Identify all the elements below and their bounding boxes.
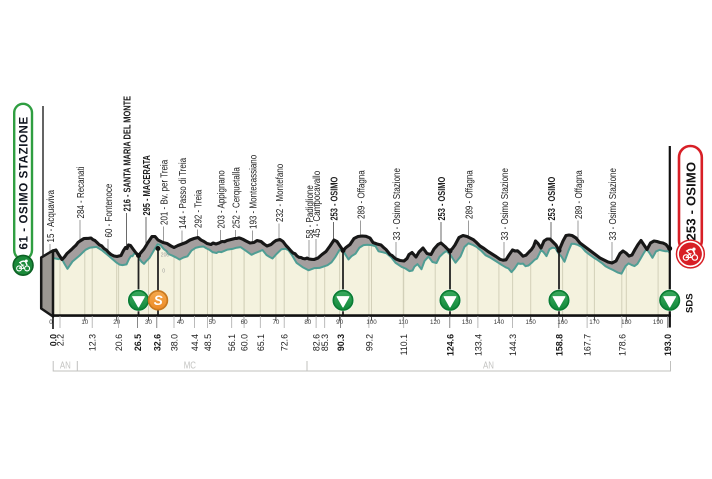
svg-text:133.4: 133.4	[473, 334, 483, 356]
svg-text:216 - SANTA MARIA DEL MONTE: 216 - SANTA MARIA DEL MONTE	[121, 96, 132, 212]
svg-text:58 - Padiglione: 58 - Padiglione	[304, 185, 315, 238]
svg-text:253 - OSIMO: 253 - OSIMO	[684, 162, 699, 241]
svg-text:289 - Offagna: 289 - Offagna	[355, 169, 366, 219]
svg-text:MC: MC	[184, 359, 196, 370]
svg-text:33 - Osimo Stazione: 33 - Osimo Stazione	[391, 168, 402, 240]
svg-text:201 - Bv. per Treia: 201 - Bv. per Treia	[158, 159, 169, 225]
svg-text:170: 170	[589, 319, 600, 326]
svg-text:26.5: 26.5	[133, 334, 143, 351]
svg-text:38.0: 38.0	[170, 334, 180, 351]
svg-text:203 - Appignano: 203 - Appignano	[215, 170, 226, 228]
svg-text:292 - Treia: 292 - Treia	[192, 189, 203, 228]
svg-text:20.6: 20.6	[114, 334, 124, 351]
svg-text:AN: AN	[483, 359, 494, 370]
svg-text:100: 100	[366, 319, 377, 326]
svg-text:232 - Montefano: 232 - Montefano	[274, 164, 285, 222]
svg-text:45 - Campocavallo: 45 - Campocavallo	[311, 171, 322, 238]
svg-text:72.6: 72.6	[280, 334, 290, 351]
svg-text:99.2: 99.2	[364, 334, 374, 351]
svg-text:124.6: 124.6	[445, 334, 455, 356]
svg-text:60.0: 60.0	[240, 334, 250, 351]
svg-text:253 - OSIMO: 253 - OSIMO	[436, 177, 447, 221]
svg-text:90: 90	[336, 319, 343, 326]
svg-text:253 - OSIMO: 253 - OSIMO	[328, 177, 339, 221]
svg-text:56.1: 56.1	[227, 334, 237, 351]
svg-text:178.6: 178.6	[617, 334, 627, 356]
svg-text:10: 10	[81, 319, 88, 326]
svg-text:144.3: 144.3	[508, 334, 518, 356]
svg-text:150: 150	[526, 319, 537, 326]
svg-text:295 - MACERATA: 295 - MACERATA	[141, 155, 152, 216]
svg-text:50: 50	[209, 319, 216, 326]
svg-text:193.0: 193.0	[663, 334, 673, 356]
svg-text:32.6: 32.6	[152, 334, 162, 351]
svg-text:0.0: 0.0	[49, 334, 59, 346]
svg-text:110.1: 110.1	[399, 334, 409, 355]
svg-text:80: 80	[304, 319, 311, 326]
svg-text:120: 120	[430, 319, 441, 326]
svg-text:SDS: SDS	[685, 293, 696, 313]
svg-text:200: 200	[161, 252, 170, 258]
svg-text:82.6: 82.6	[312, 334, 322, 351]
svg-text:60 - Fontenoce: 60 - Fontenoce	[103, 184, 114, 238]
svg-text:15 - Acquaviva: 15 - Acquaviva	[45, 189, 56, 242]
svg-text:160: 160	[557, 319, 568, 326]
svg-text:180: 180	[621, 319, 632, 326]
svg-text:289 - Offagna: 289 - Offagna	[573, 169, 584, 219]
svg-text:190: 190	[653, 319, 664, 326]
svg-text:284 - Recanati: 284 - Recanati	[75, 167, 86, 219]
svg-text:0: 0	[49, 319, 53, 326]
svg-text:12.3: 12.3	[88, 334, 98, 351]
svg-text:193 - Montecassiano: 193 - Montecassiano	[247, 155, 258, 229]
svg-text:289 - Offagna: 289 - Offagna	[463, 169, 474, 219]
svg-text:33 - Osimo Stazione: 33 - Osimo Stazione	[607, 168, 618, 240]
svg-text:158.8: 158.8	[554, 334, 564, 356]
svg-text:61 - OSIMO STAZIONE: 61 - OSIMO STAZIONE	[18, 116, 30, 249]
svg-text:AN: AN	[60, 359, 71, 370]
svg-text:65.1: 65.1	[256, 334, 266, 351]
svg-text:252 - Cerquetalla: 252 - Cerquetalla	[230, 166, 241, 228]
svg-text:253 - OSIMO: 253 - OSIMO	[546, 177, 557, 221]
svg-text:85.3: 85.3	[320, 334, 330, 351]
svg-text:30: 30	[145, 319, 152, 326]
svg-text:40: 40	[177, 319, 184, 326]
svg-text:90.3: 90.3	[336, 334, 346, 351]
svg-text:33 - Osimo Stazione: 33 - Osimo Stazione	[499, 168, 510, 240]
svg-text:0: 0	[162, 269, 165, 275]
svg-text:130: 130	[462, 319, 473, 326]
svg-text:144 - Passo di Treia: 144 - Passo di Treia	[177, 157, 188, 229]
svg-text:167.7: 167.7	[583, 334, 593, 356]
svg-text:48.5: 48.5	[203, 334, 213, 351]
svg-text:44.4: 44.4	[190, 334, 200, 351]
svg-text:20: 20	[113, 319, 120, 326]
svg-text:70: 70	[272, 319, 279, 326]
svg-text:2.2: 2.2	[56, 334, 66, 346]
svg-text:S: S	[154, 293, 163, 308]
svg-text:140: 140	[494, 319, 505, 326]
